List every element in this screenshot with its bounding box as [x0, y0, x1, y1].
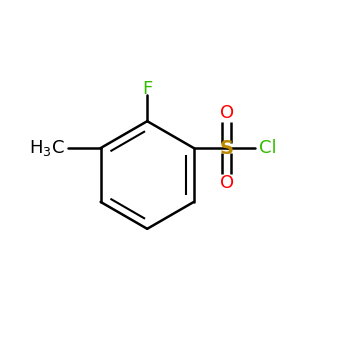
Text: F: F	[142, 80, 152, 98]
Text: O: O	[220, 174, 234, 192]
Text: O: O	[220, 104, 234, 122]
Text: Cl: Cl	[259, 139, 277, 157]
Text: H$_3$C: H$_3$C	[29, 138, 65, 158]
Text: S: S	[220, 139, 234, 158]
